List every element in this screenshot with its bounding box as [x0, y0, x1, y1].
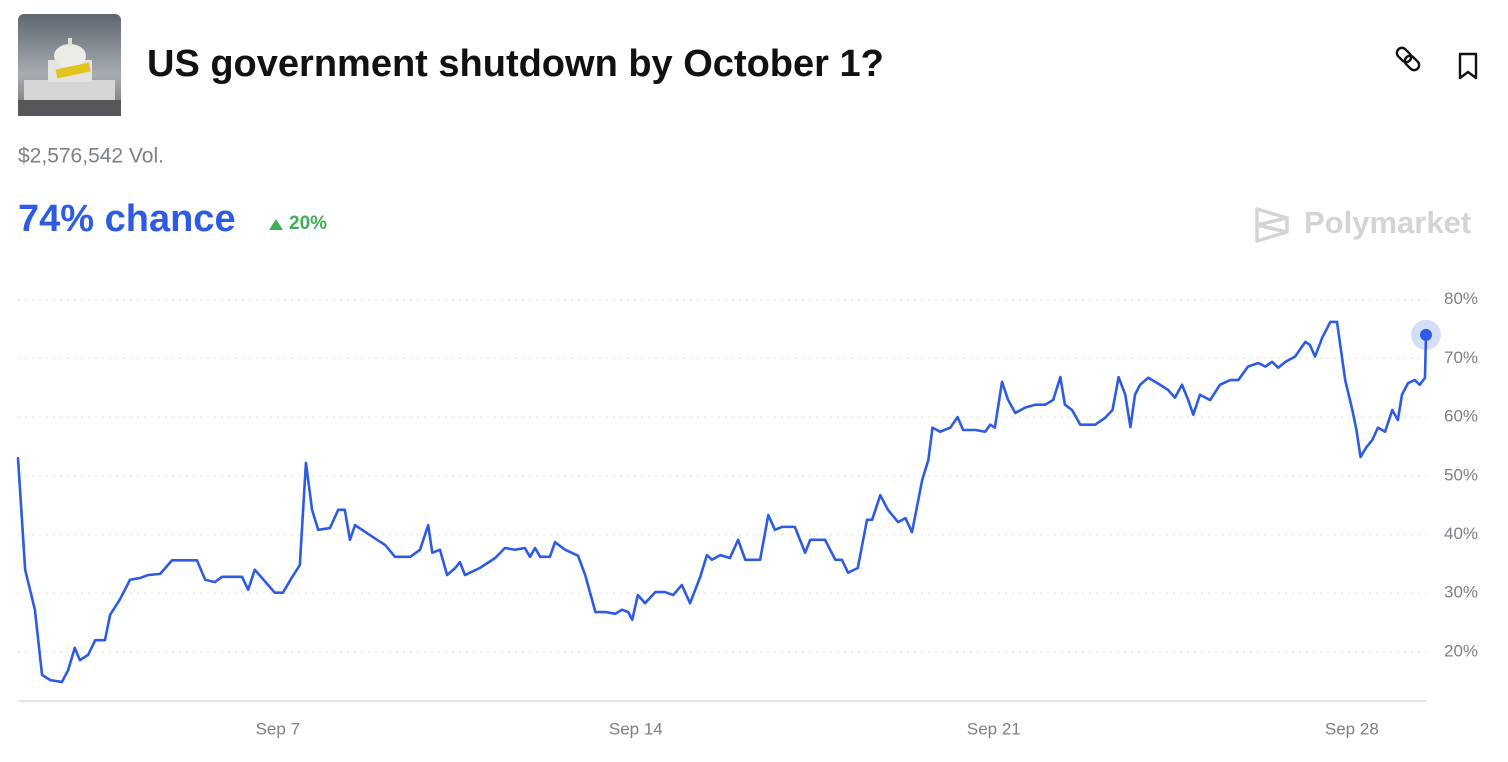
y-tick-label: 80%: [1444, 289, 1478, 308]
y-tick-label: 50%: [1444, 465, 1478, 484]
x-tick-label: Sep 7: [256, 719, 300, 738]
change: 20%: [289, 213, 327, 234]
last-point: [1420, 328, 1432, 341]
copy-link-button[interactable]: [1395, 46, 1421, 72]
y-tick-label: 40%: [1444, 524, 1478, 543]
bookmark-button[interactable]: [1458, 52, 1478, 80]
brand-name: Polymarket: [1304, 205, 1471, 240]
x-tick-label: Sep 14: [609, 719, 663, 738]
price-line: [16, 320, 1428, 684]
change-arrow: [269, 219, 283, 230]
x-tick-label: Sep 28: [1325, 719, 1379, 738]
chance: 74% chance: [18, 198, 236, 240]
volume: $2,576,542 Vol.: [18, 145, 164, 168]
x-tick-label: Sep 21: [967, 719, 1021, 738]
y-tick-label: 60%: [1444, 407, 1478, 426]
plot: 20% 30% 40% 50% 60% 70% 80% Sep 7 Sep 14 Sep 21 Se…: [16, 289, 1478, 738]
y-tick-label: 30%: [1444, 583, 1478, 602]
market-thumbnail: [18, 14, 121, 116]
brand-logo: [1255, 207, 1289, 243]
y-tick-label: 20%: [1444, 641, 1478, 660]
y-tick-label: 70%: [1444, 348, 1478, 367]
market-title: US government shutdown by October 1?: [147, 43, 884, 85]
